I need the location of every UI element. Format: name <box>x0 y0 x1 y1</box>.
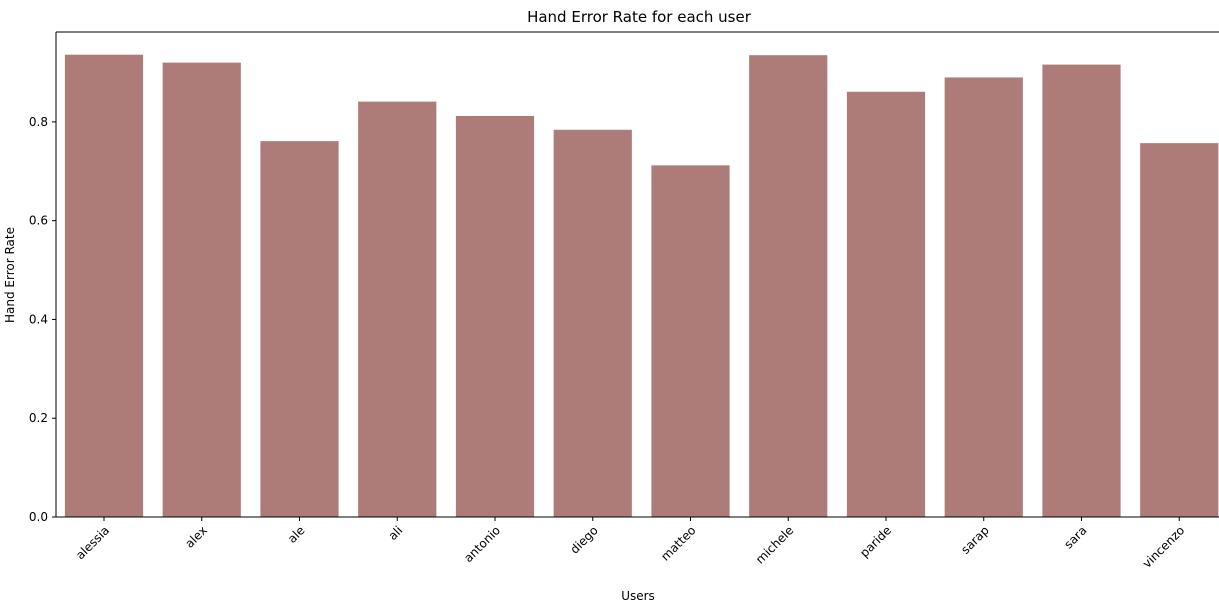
chart-title: Hand Error Rate for each user <box>527 8 752 26</box>
bar-michele <box>749 55 828 518</box>
x-tick-label: vincenzo <box>1140 523 1188 571</box>
x-tick-label: antonio <box>461 523 503 565</box>
bar-antonio <box>455 115 535 518</box>
x-tick-label: alessia <box>73 523 112 562</box>
x-tick-label: alex <box>182 523 210 551</box>
y-tick-label: 0.0 <box>29 510 48 524</box>
bar-ale <box>260 141 339 517</box>
y-tick-label: 0.2 <box>29 411 48 425</box>
bars-group <box>64 54 1219 518</box>
x-tick-label: ale <box>285 523 308 546</box>
x-axis-title: Users <box>621 589 655 603</box>
x-axis-ticks: alessia alex ale ali antonio diego matteo miche… <box>73 517 1187 571</box>
bar-paride <box>846 91 926 517</box>
x-tick-label: michele <box>753 523 796 566</box>
x-tick-label: sarap <box>958 523 992 557</box>
bar-vincenzo <box>1140 143 1219 517</box>
y-tick-label: 0.4 <box>29 312 48 326</box>
bar-matteo <box>651 165 730 517</box>
y-tick-label: 0.8 <box>29 115 48 129</box>
bar-sara <box>1042 64 1121 517</box>
bar-sarap <box>944 77 1023 517</box>
y-axis-title: Hand Error Rate <box>3 227 17 323</box>
bar-alex <box>162 62 241 518</box>
bar-ali <box>358 101 437 517</box>
bar-alessia <box>64 54 144 517</box>
x-tick-label: paride <box>857 523 894 560</box>
x-tick-label: diego <box>567 523 600 556</box>
x-tick-label: ali <box>386 523 406 543</box>
bar-diego <box>553 129 632 518</box>
x-tick-label: matteo <box>658 523 698 563</box>
y-axis-ticks: 0.0 0.2 0.4 0.6 0.8 <box>29 115 56 524</box>
x-tick-label: sara <box>1061 523 1089 551</box>
y-tick-label: 0.6 <box>29 214 48 228</box>
